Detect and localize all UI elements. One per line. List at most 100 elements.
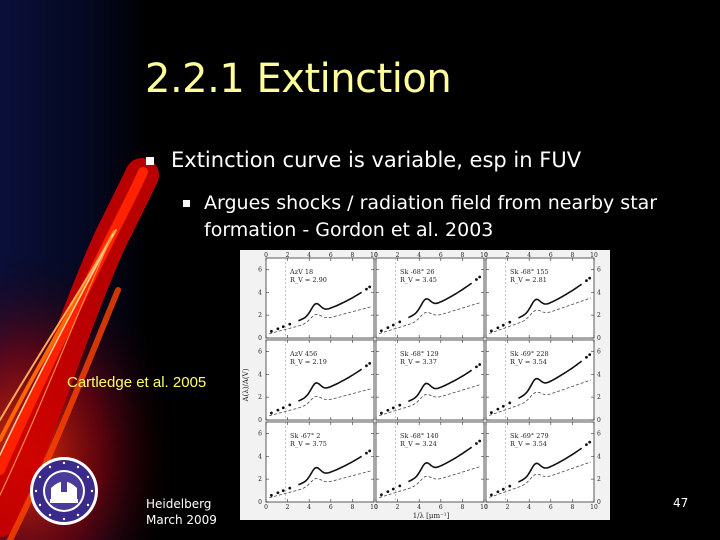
x-tick-label: 6: [329, 504, 333, 511]
x-tick-label: 4: [527, 252, 531, 259]
data-point: [365, 364, 368, 368]
panel-rv-label: R_V = 3.54: [510, 440, 547, 448]
data-point: [281, 489, 285, 493]
data-point: [585, 443, 588, 447]
observed-curve: [518, 283, 583, 319]
model-curve: [379, 302, 481, 334]
model-curve: [269, 306, 371, 335]
x-tick-label: 10: [590, 504, 598, 511]
data-point: [501, 487, 505, 491]
data-point: [475, 365, 478, 369]
observed-curve: [408, 446, 473, 483]
y-tick-label: 2: [258, 476, 262, 483]
data-point: [475, 278, 478, 281]
data-point: [288, 403, 292, 407]
data-point: [281, 325, 285, 329]
data-point: [386, 490, 390, 494]
bullet-level2-text: Argues shocks / radiation field from nea…: [204, 192, 658, 241]
data-point: [365, 451, 368, 455]
x-tick-label: 10: [480, 252, 488, 259]
x-tick-label: 10: [590, 252, 598, 259]
x-tick-label: 10: [370, 252, 378, 259]
data-point: [386, 326, 390, 330]
panel-rv-label: R_V = 3.37: [400, 358, 437, 366]
panel-star-label: Sk -67° 2: [290, 432, 320, 440]
y-tick-label: 6: [258, 348, 262, 355]
data-point: [496, 490, 500, 494]
y-tick-label: 6: [597, 430, 601, 437]
y-tick-label: 6: [597, 348, 601, 355]
panel-frame: [375, 339, 485, 421]
y-tick-label: 6: [258, 430, 262, 437]
panel-star-label: Sk -68° 155: [510, 268, 549, 276]
x-tick-label: 0: [374, 252, 378, 259]
data-point: [368, 285, 372, 289]
x-tick-label: 4: [417, 252, 421, 259]
slide-title: 2.2.1 Extinction: [145, 56, 452, 102]
data-point: [490, 493, 493, 497]
observed-curve: [298, 291, 363, 322]
page-number: 47: [673, 496, 689, 510]
panel-star-label: Sk -69° 228: [510, 350, 549, 358]
panel-star-label: Sk -68° 140: [400, 432, 439, 440]
x-tick-label: 0: [484, 252, 488, 259]
data-point: [501, 404, 505, 408]
model-curve: [379, 384, 481, 416]
x-tick-label: 6: [439, 252, 443, 259]
x-tick-label: 2: [396, 504, 400, 511]
data-point: [365, 287, 368, 291]
x-tick-label: 0: [264, 504, 268, 511]
data-point: [380, 411, 383, 415]
data-point: [496, 407, 500, 411]
y-tick-label: 2: [258, 312, 262, 319]
x-tick-label: 8: [460, 504, 464, 511]
data-point: [276, 491, 280, 495]
y-tick-label: 2: [597, 312, 601, 319]
x-tick-label: 0: [374, 504, 378, 511]
x-tick-label: 2: [506, 504, 510, 511]
data-point: [380, 493, 383, 497]
x-tick-label: 6: [549, 252, 553, 259]
institution-seal-logo: [30, 457, 98, 525]
y-axis-label: A(λ)/A(V): [242, 368, 250, 402]
data-point: [501, 323, 505, 327]
model-curve: [489, 461, 591, 498]
panel-rv-label: R_V = 3.24: [400, 440, 437, 448]
data-point: [585, 279, 588, 283]
y-tick-label: 0: [258, 499, 262, 506]
y-tick-label: 4: [597, 371, 601, 378]
data-point: [391, 323, 395, 327]
x-tick-label: 4: [307, 252, 311, 259]
data-point: [270, 329, 273, 333]
data-point: [475, 442, 478, 445]
x-tick-label: 6: [549, 504, 553, 511]
bullet-level1-text: Extinction curve is variable, esp in FUV: [171, 148, 582, 172]
x-tick-label: 2: [286, 504, 290, 511]
data-point: [391, 487, 395, 491]
y-tick-label: 0: [597, 499, 601, 506]
data-point: [508, 401, 512, 405]
x-tick-label: 2: [506, 252, 510, 259]
y-tick-label: 2: [258, 394, 262, 401]
data-point: [588, 276, 592, 280]
x-tick-label: 2: [286, 252, 290, 259]
y-tick-label: 4: [258, 371, 262, 378]
footer-date: March 2009: [146, 513, 217, 527]
observed-curve: [298, 455, 363, 486]
y-tick-label: 4: [597, 289, 601, 296]
data-point: [386, 408, 390, 412]
x-tick-label: 10: [480, 504, 488, 511]
model-curve: [489, 297, 591, 334]
figure-panel: AzV 18R_V = 2.90: [265, 257, 375, 339]
x-tick-label: 4: [307, 504, 311, 511]
panel-star-label: AzV 18: [289, 268, 313, 276]
x-tick-label: 0: [484, 504, 488, 511]
panel-rv-label: R_V = 3.54: [510, 358, 547, 366]
data-point: [588, 353, 592, 357]
observed-curve: [408, 369, 473, 403]
